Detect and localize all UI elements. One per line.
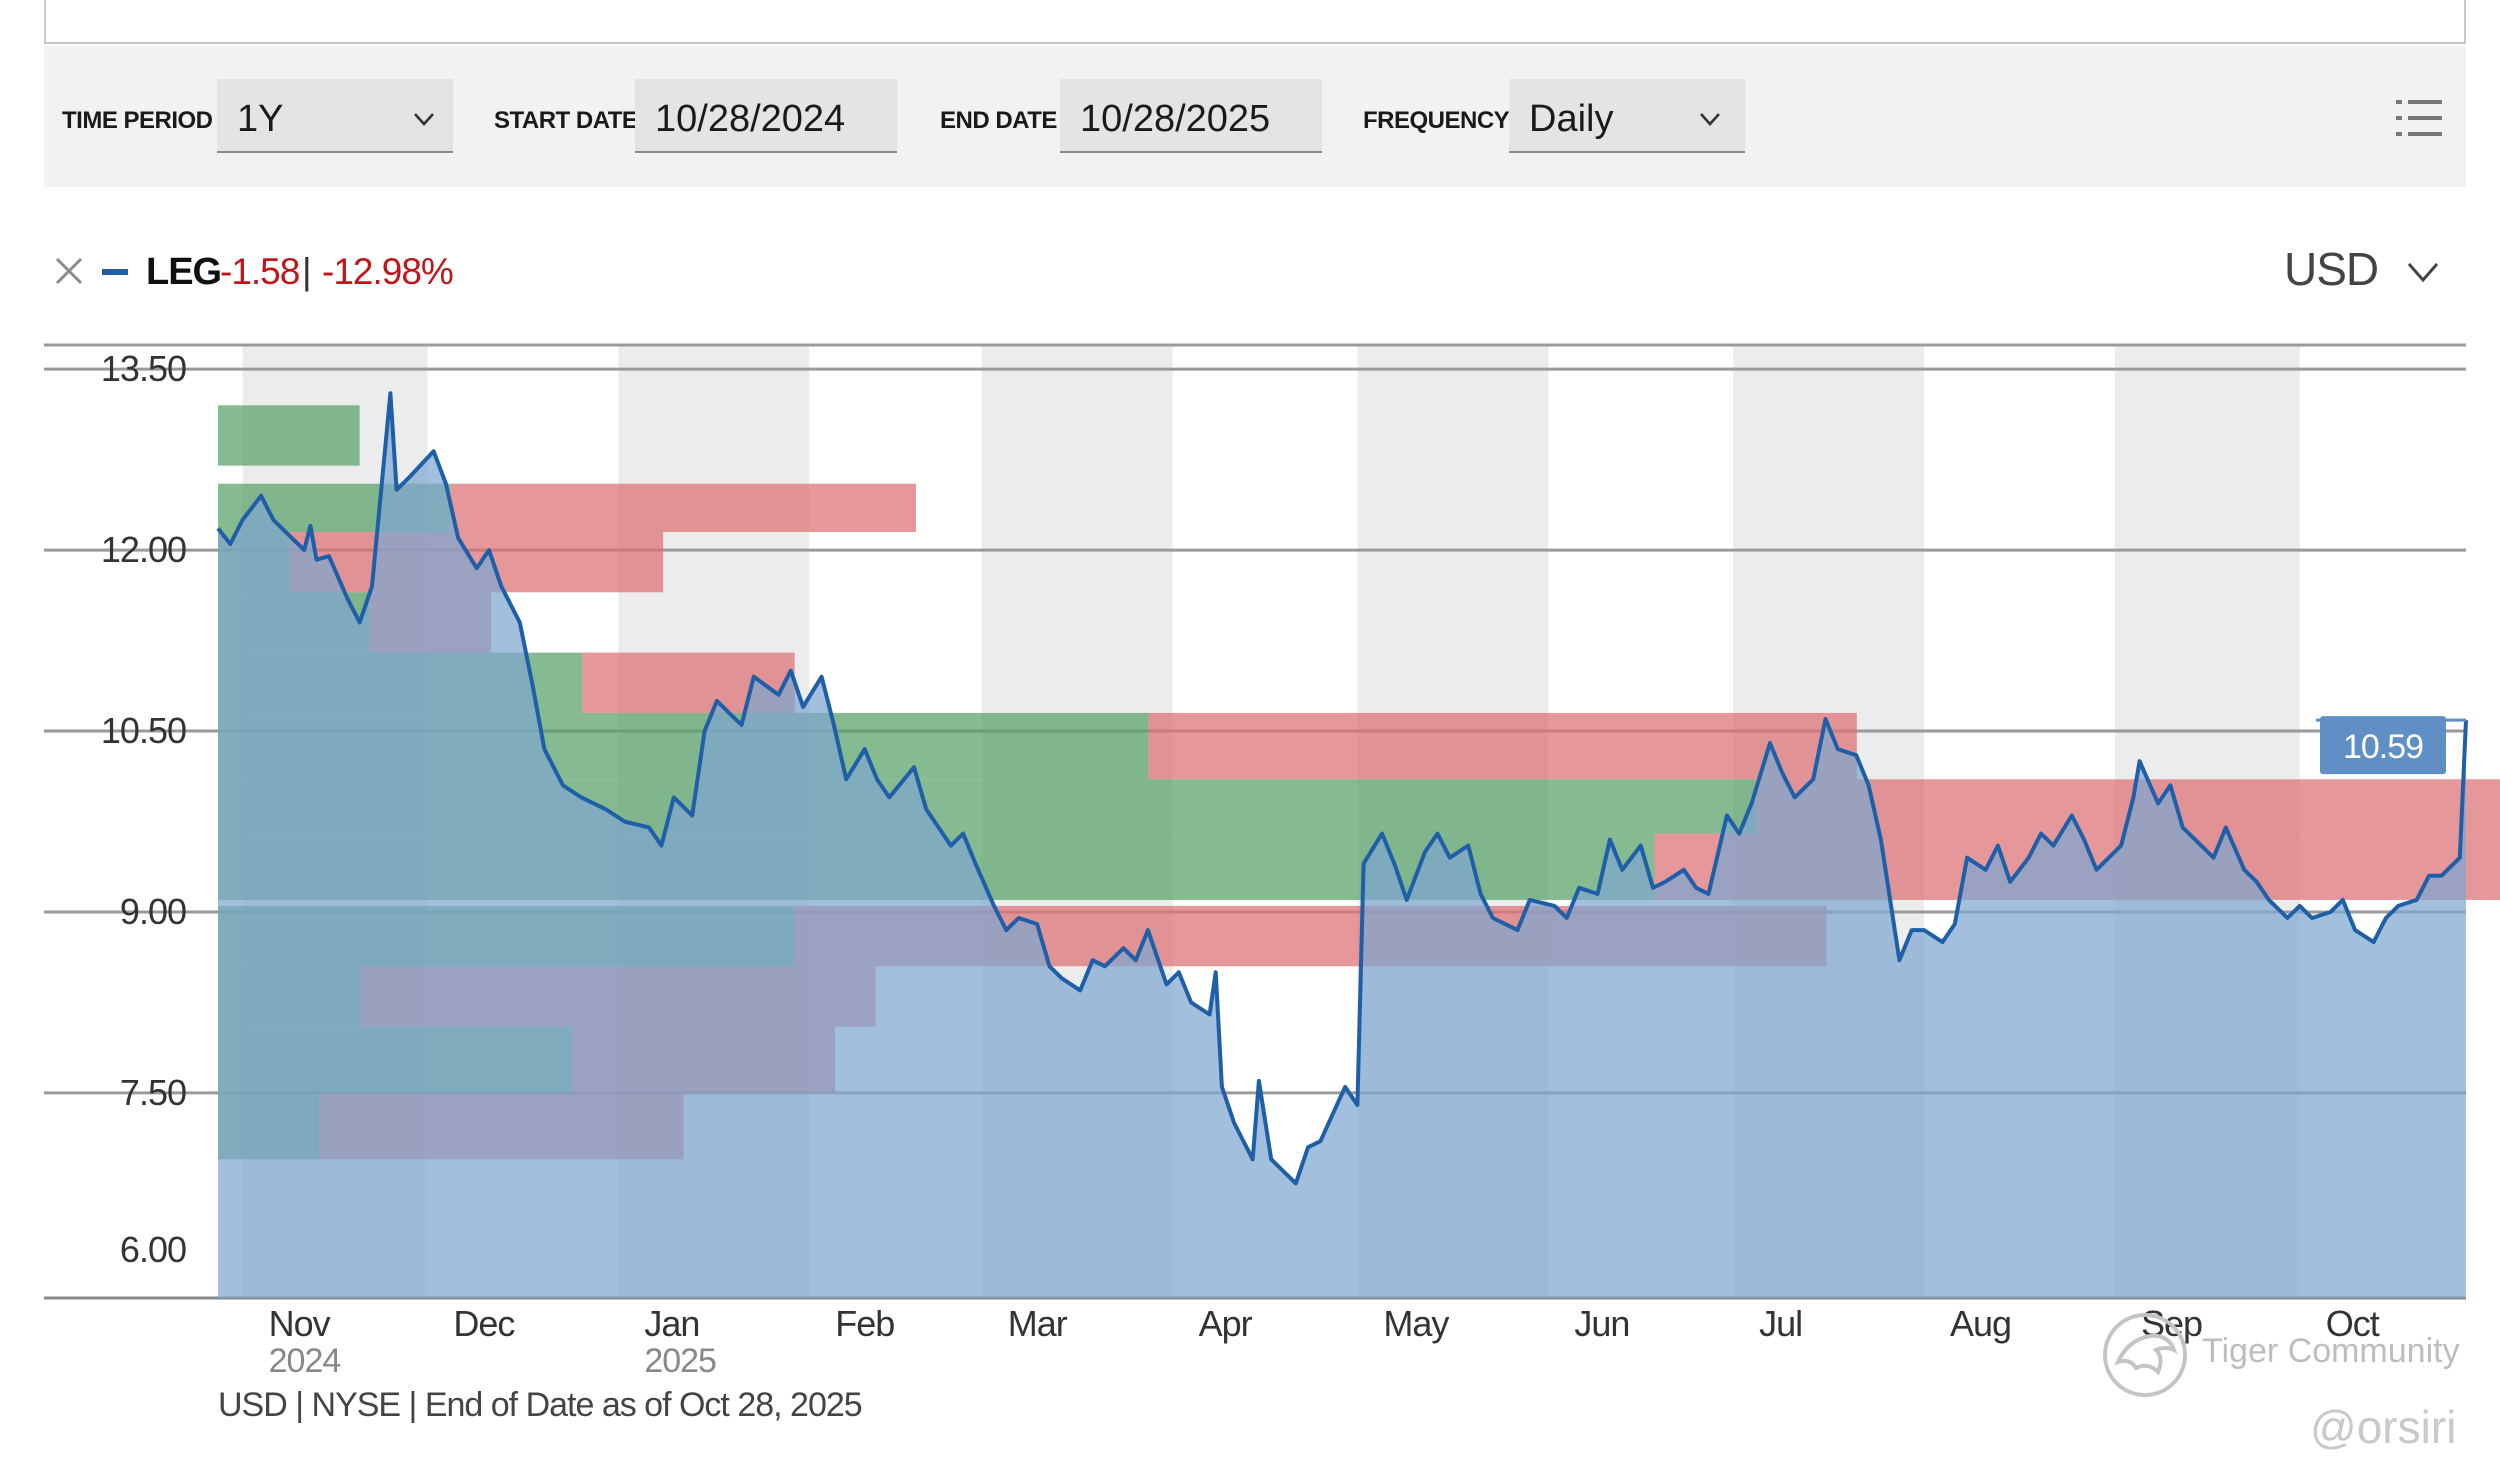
control-bar: TIME PERIOD 1Y START DATE 10/28/2024 END… [44,46,2466,187]
time-period-label: TIME PERIOD [62,107,213,134]
x-tick-label: Apr [1199,1303,1253,1344]
x-tick-label: Nov [269,1303,331,1344]
percent-change: -12.98% [322,251,454,292]
volume-down-bar [450,483,917,532]
y-axis: 13.50 12.00 10.50 9.00 7.50 6.00 [101,348,187,1270]
y-tick-label: 7.50 [120,1072,186,1113]
last-price-badge-bg [2320,716,2446,775]
x-tick-label: Aug [1950,1303,2011,1344]
start-date-label: START DATE [494,107,638,134]
header-placeholder [44,0,2466,44]
chevron-down-icon[interactable] [2406,244,2440,299]
list-view-icon[interactable] [2394,96,2444,140]
x-tick-label: Jul [1759,1303,1802,1344]
watermark: Tiger Community @orsiri [2078,1298,2498,1468]
last-price-label: 10.59 [2343,728,2423,766]
volume-down-bar [1148,712,1857,780]
price-area [216,391,2468,1298]
y-tick-label: 13.50 [101,348,186,389]
series-legend: LEG -1.58 | -12.98% USD [54,243,2474,299]
time-period-value: 1Y [237,98,284,140]
x-tick-label: Dec [453,1303,515,1344]
frequency-value: Daily [1529,98,1614,140]
ticker-symbol: LEG [146,251,222,293]
price-line [216,391,2468,1186]
y-tick-label: 6.00 [120,1229,186,1270]
y-tick-label: 10.50 [101,710,186,751]
x-tick-year: 2024 [269,1342,341,1380]
start-date-input[interactable]: 10/28/2024 [635,79,897,153]
x-tick-label: Jun [1574,1303,1629,1344]
end-date-input[interactable]: 10/28/2025 [1060,79,1322,153]
x-tick-label: Mar [1008,1303,1068,1344]
time-period-select[interactable]: 1Y [217,79,453,153]
y-tick-label: 12.00 [101,529,186,570]
currency-select[interactable]: USD [2284,243,2379,295]
close-icon[interactable] [54,246,84,297]
footer-note: USD | NYSE | End of Date as of Oct 28, 2… [218,1386,863,1424]
frequency-select[interactable]: Daily [1509,79,1745,153]
end-date-value: 10/28/2025 [1080,98,1271,140]
price-change: -1.58 [220,251,300,292]
frequency-label: FREQUENCY [1363,107,1510,134]
start-date-value: 10/28/2024 [655,98,846,140]
series-color-swatch [102,269,128,275]
tiger-logo-icon [2103,1313,2187,1397]
watermark-handle: @orsiri [2310,1401,2457,1453]
watermark-text: Tiger Community [2202,1332,2460,1370]
last-price-badge: 10.59 [2316,716,2466,775]
chevron-down-icon [413,103,435,133]
x-tick-label: May [1383,1303,1449,1344]
end-date-label: END DATE [940,107,1057,134]
x-tick-year: 2025 [644,1342,716,1380]
y-tick-label: 9.00 [120,891,186,932]
price-area-fill [218,393,2466,1298]
x-tick-label: Oct [2326,1303,2380,1344]
x-tick-label: Feb [835,1303,894,1344]
x-tick-label: Jan [644,1303,699,1344]
chevron-down-icon [1699,103,1721,133]
change-separator: | [302,251,312,292]
volume-up-bar [218,405,360,466]
